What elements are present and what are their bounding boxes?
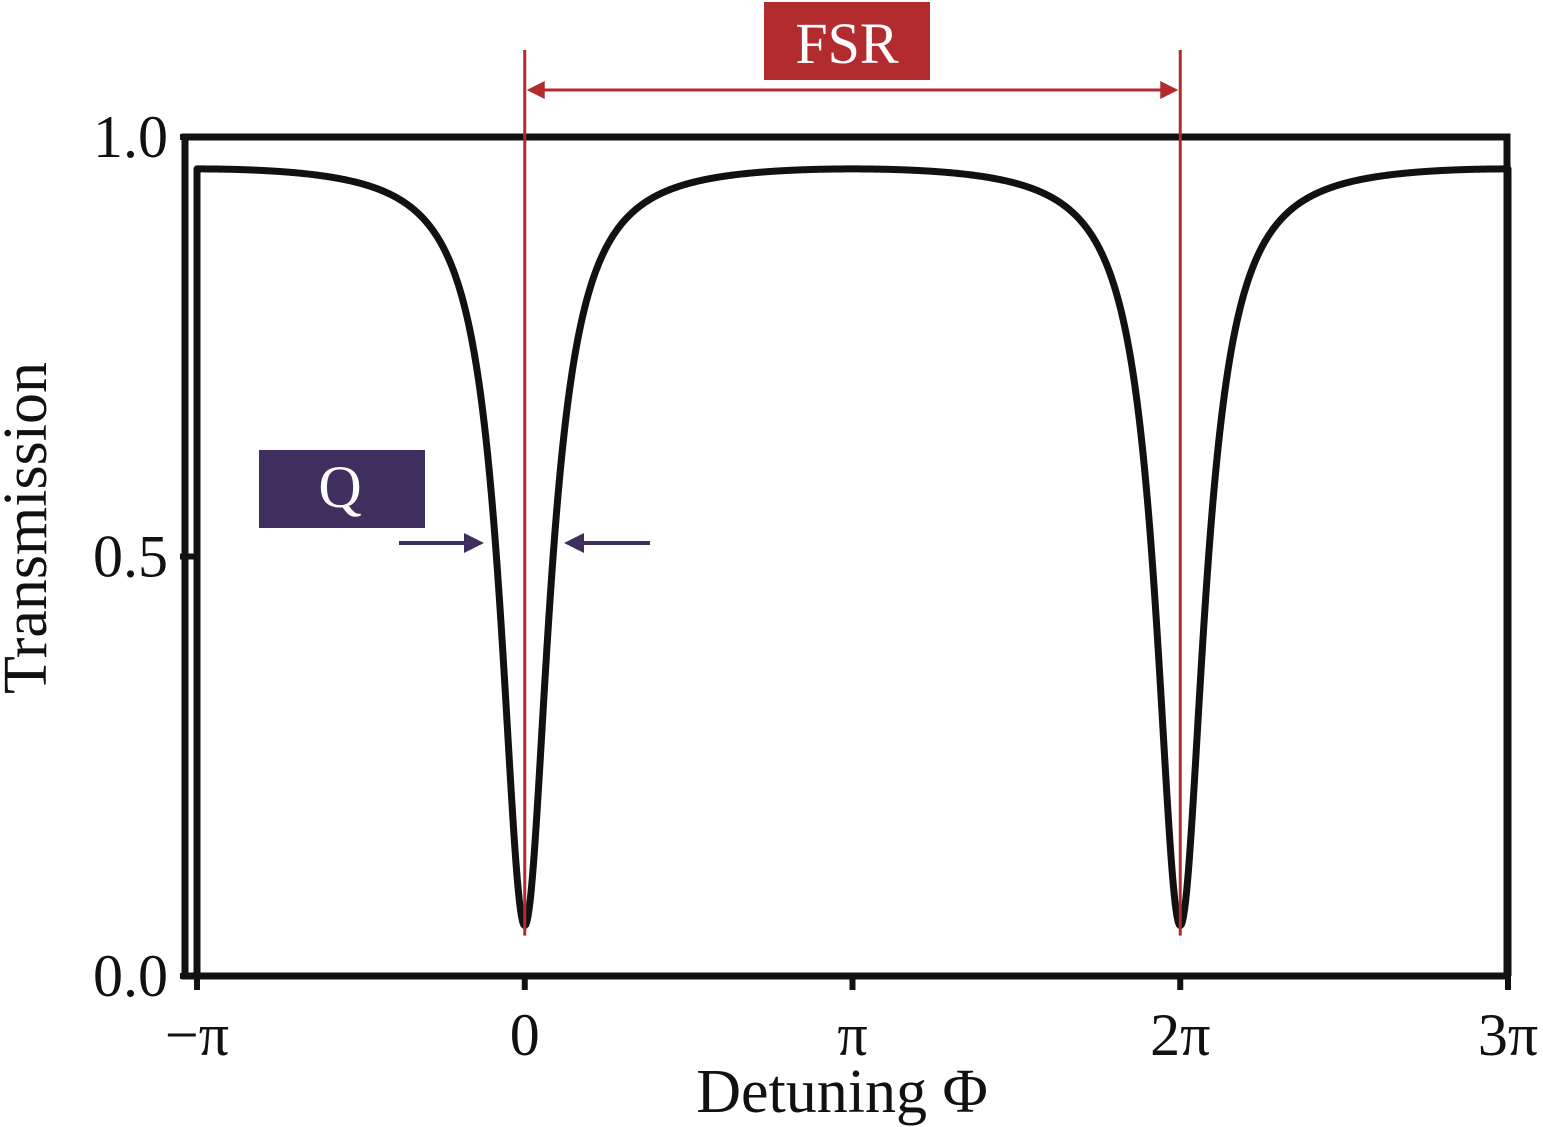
x-tick-label: −π bbox=[165, 1002, 229, 1068]
plot-frame bbox=[181, 133, 1511, 980]
x-tick-label: π bbox=[837, 1002, 867, 1068]
fsr-arrowhead-left bbox=[526, 81, 545, 99]
fsr-annotation: FSR bbox=[523, 2, 1182, 936]
curve-layer bbox=[193, 165, 1512, 976]
y-axis-label: Transmission bbox=[0, 362, 60, 694]
fsr-arrowhead-right bbox=[1160, 81, 1179, 99]
q-label: Q bbox=[318, 454, 361, 520]
y-tick-label: 0.5 bbox=[93, 524, 168, 590]
fsr-label: FSR bbox=[795, 11, 899, 76]
q-label-box bbox=[259, 450, 425, 528]
transmission-curve bbox=[193, 165, 1512, 976]
q-annotation: Q bbox=[259, 450, 650, 553]
x-axis-label: Detuning Φ bbox=[696, 1058, 988, 1126]
y-tick-label: 1.0 bbox=[93, 104, 168, 170]
y-tick-label: 0.0 bbox=[93, 943, 168, 1009]
q-arrowhead-left bbox=[464, 533, 484, 553]
q-arrowhead-right bbox=[564, 533, 584, 553]
x-tick-label: 2π bbox=[1150, 1002, 1210, 1068]
axis-ticks: −π 0 π 2π 3π 0.0 0.5 1.0 bbox=[93, 104, 1538, 1068]
fsr-label-box bbox=[764, 2, 930, 80]
x-tick-label: 0 bbox=[510, 1002, 540, 1068]
x-tick-label: 3π bbox=[1478, 1002, 1538, 1068]
